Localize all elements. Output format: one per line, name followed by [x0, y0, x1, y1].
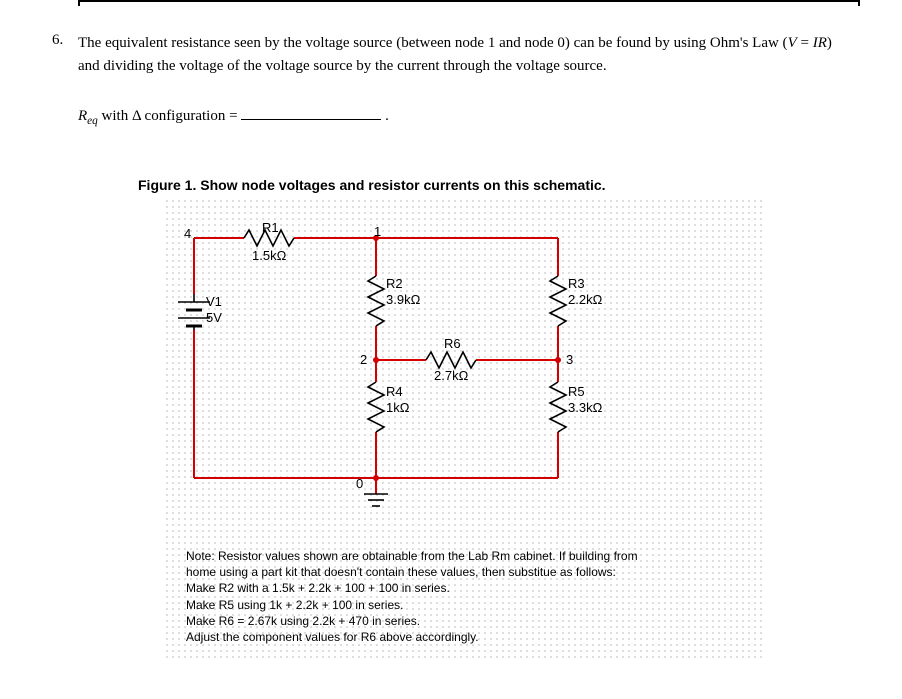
req-symbol-R: R [78, 108, 87, 124]
label-R6-name: R6 [444, 336, 461, 351]
note-line-5: Make R6 = 2.67k using 2.2k + 470 in seri… [186, 613, 756, 629]
req-equation-line: Req with Δ configuration = . [78, 105, 856, 127]
answer-blank[interactable] [241, 105, 381, 120]
label-R6-value: 2.7kΩ [434, 368, 468, 383]
figure-note: Note: Resistor values shown are obtainab… [186, 548, 756, 645]
label-R4-value: 1kΩ [386, 400, 409, 415]
req-subscript: eq [87, 115, 98, 127]
label-R3-value: 2.2kΩ [568, 292, 602, 307]
problem-text: The equivalent resistance seen by the vo… [78, 32, 856, 77]
label-R1-name: R1 [262, 220, 279, 235]
req-suffix: . [381, 108, 389, 124]
circuit-schematic [164, 198, 764, 518]
schematic-area: 4 1 2 3 0 R1 1.5kΩ R2 3.9kΩ R3 2.2kΩ R6 … [164, 198, 764, 660]
problem-number: 6. [52, 32, 63, 49]
label-R5-name: R5 [568, 384, 585, 399]
note-line-1: Note: Resistor values shown are obtainab… [186, 548, 756, 564]
label-R2-name: R2 [386, 276, 403, 291]
note-line-3: Make R2 with a 1.5k + 2.2k + 100 + 100 i… [186, 580, 756, 596]
node-label-0: 0 [356, 476, 363, 491]
label-V1-name: V1 [206, 294, 222, 309]
note-line-4: Make R5 using 1k + 2.2k + 100 in series. [186, 597, 756, 613]
node-label-1: 1 [374, 224, 381, 239]
label-R1-value: 1.5kΩ [252, 248, 286, 263]
label-R3-name: R3 [568, 276, 585, 291]
label-R2-value: 3.9kΩ [386, 292, 420, 307]
figure-caption: Figure 1. Show node voltages and resisto… [138, 177, 606, 193]
page-top-border [78, 0, 860, 6]
note-line-6: Adjust the component values for R6 above… [186, 629, 756, 645]
node-label-3: 3 [566, 352, 573, 367]
node-label-2: 2 [360, 352, 367, 367]
label-R5-value: 3.3kΩ [568, 400, 602, 415]
label-V1-value: 5V [206, 310, 222, 325]
node-label-4: 4 [184, 226, 191, 241]
req-middle-text: with Δ configuration = [98, 108, 242, 124]
label-R4-name: R4 [386, 384, 403, 399]
problem-block: 6. The equivalent resistance seen by the… [52, 32, 856, 127]
note-line-2: home using a part kit that doesn't conta… [186, 564, 756, 580]
